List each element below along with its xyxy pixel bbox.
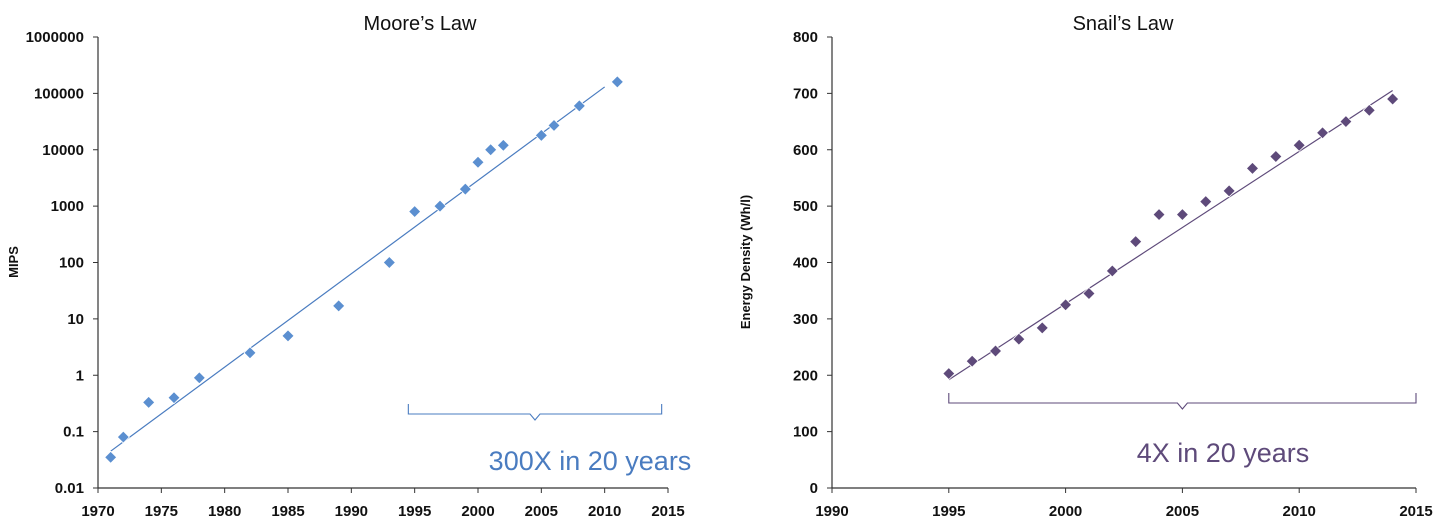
snails-law-chart: Snail’s Law Energy Density (Wh/l) 0 100 20… [738, 13, 1433, 520]
y-tick-label: 0.1 [63, 424, 84, 441]
x-tick-label: 2000 [1049, 503, 1082, 520]
snails-law-title: Snail’s Law [1073, 13, 1174, 35]
annotation-label: 4X in 20 years [1137, 438, 1310, 468]
data-point [408, 205, 422, 219]
data-point [142, 395, 156, 409]
y-tick-label: 100 [59, 255, 84, 272]
moores-law-y-ticks: 0.01 0.1 1 10 100 1000 10000 100000 1000000 [26, 29, 98, 497]
data-point [1175, 208, 1189, 222]
data-point [484, 143, 498, 157]
y-tick-label: 1000 [51, 198, 84, 215]
data-point [1222, 184, 1236, 198]
annotation-label: 300X in 20 years [489, 446, 692, 476]
data-point [458, 182, 472, 196]
data-point [572, 99, 586, 113]
data-point [116, 430, 130, 444]
snails-law-axes [831, 37, 1416, 489]
snails-law-trendline-group [948, 90, 1393, 381]
y-tick-label: 1 [76, 367, 84, 384]
x-tick-label: 2010 [1283, 503, 1316, 520]
data-point [988, 344, 1003, 358]
data-point [1269, 149, 1283, 164]
y-tick-label: 700 [793, 85, 818, 102]
x-tick-label: 2000 [461, 503, 494, 520]
data-point [243, 346, 257, 360]
data-point [1386, 92, 1400, 106]
x-tick-label: 1970 [81, 503, 114, 520]
y-tick-label: 10 [67, 311, 84, 328]
data-point [281, 329, 295, 343]
data-point [1199, 195, 1213, 209]
data-point [610, 75, 624, 89]
x-tick-label: 2010 [588, 503, 621, 520]
data-point [1152, 208, 1166, 222]
y-tick-label: 300 [793, 311, 818, 328]
data-point [1129, 235, 1143, 249]
x-tick-label: 1990 [815, 503, 848, 520]
snails-law-x-ticks: 1990 1995 2000 2005 2010 2015 [815, 488, 1433, 520]
moores-law-ylabel: MIPS [6, 246, 21, 278]
y-tick-label: 800 [793, 29, 818, 46]
data-point [496, 138, 510, 152]
y-tick-label: 400 [793, 255, 818, 272]
y-tick-label: 1000000 [26, 29, 84, 46]
data-point [1059, 298, 1073, 312]
x-tick-label: 1990 [335, 503, 368, 520]
data-point [534, 128, 548, 142]
data-point [1315, 126, 1330, 140]
data-point [1082, 286, 1096, 301]
data-point [332, 299, 346, 313]
data-point [1012, 332, 1026, 346]
data-point [433, 199, 447, 213]
x-tick-label: 1985 [271, 503, 304, 520]
y-tick-label: 100 [793, 424, 818, 441]
moores-law-title: Moore’s Law [363, 13, 477, 35]
y-tick-label: 10000 [42, 142, 84, 159]
annotation-bracket [948, 393, 1417, 410]
y-tick-label: 200 [793, 367, 818, 384]
y-tick-label: 0.01 [55, 480, 84, 497]
y-tick-label: 0 [810, 480, 818, 497]
x-tick-label: 2005 [1166, 503, 1199, 520]
x-tick-label: 2015 [1399, 503, 1432, 520]
data-point [1362, 103, 1376, 117]
snails-law-ylabel: Energy Density (Wh/l) [738, 195, 753, 329]
data-point [382, 255, 396, 270]
data-point [547, 118, 561, 132]
data-point [167, 391, 181, 405]
data-point [1105, 264, 1119, 278]
data-point [104, 450, 118, 464]
x-tick-label: 1975 [145, 503, 178, 520]
data-point [471, 155, 485, 169]
snails-law-points [942, 92, 1400, 381]
x-tick-label: 1995 [932, 503, 965, 520]
x-tick-label: 1980 [208, 503, 241, 520]
trendline [110, 86, 606, 452]
moores-law-chart: Moore’s Law MIPS 0.01 0.1 1 10 100 1000 10000 1… [6, 13, 691, 520]
data-point [192, 371, 206, 385]
data-point [965, 354, 979, 368]
y-tick-label: 500 [793, 198, 818, 215]
moores-law-points [104, 75, 624, 464]
data-point [1245, 161, 1260, 175]
annotation-bracket [407, 404, 663, 421]
snails-law-y-ticks: 0 100 200 300 400 500 600 700 800 [793, 29, 832, 497]
data-point [1292, 138, 1306, 152]
trendline [948, 90, 1393, 381]
moores-law-annotation: 300X in 20 years [407, 404, 692, 476]
x-tick-label: 2005 [525, 503, 558, 520]
moores-law-trendline-group [110, 86, 606, 452]
x-tick-label: 1995 [398, 503, 431, 520]
snails-law-annotation: 4X in 20 years [948, 393, 1417, 468]
data-point [1035, 321, 1049, 335]
data-point [1339, 114, 1353, 129]
y-tick-label: 600 [793, 142, 818, 159]
x-tick-label: 2015 [651, 503, 684, 520]
moores-law-x-ticks: 1970 1975 1980 1985 1990 1995 2000 2005 2010 2015 [81, 488, 685, 520]
y-tick-label: 100000 [34, 85, 84, 102]
data-point [942, 366, 956, 381]
